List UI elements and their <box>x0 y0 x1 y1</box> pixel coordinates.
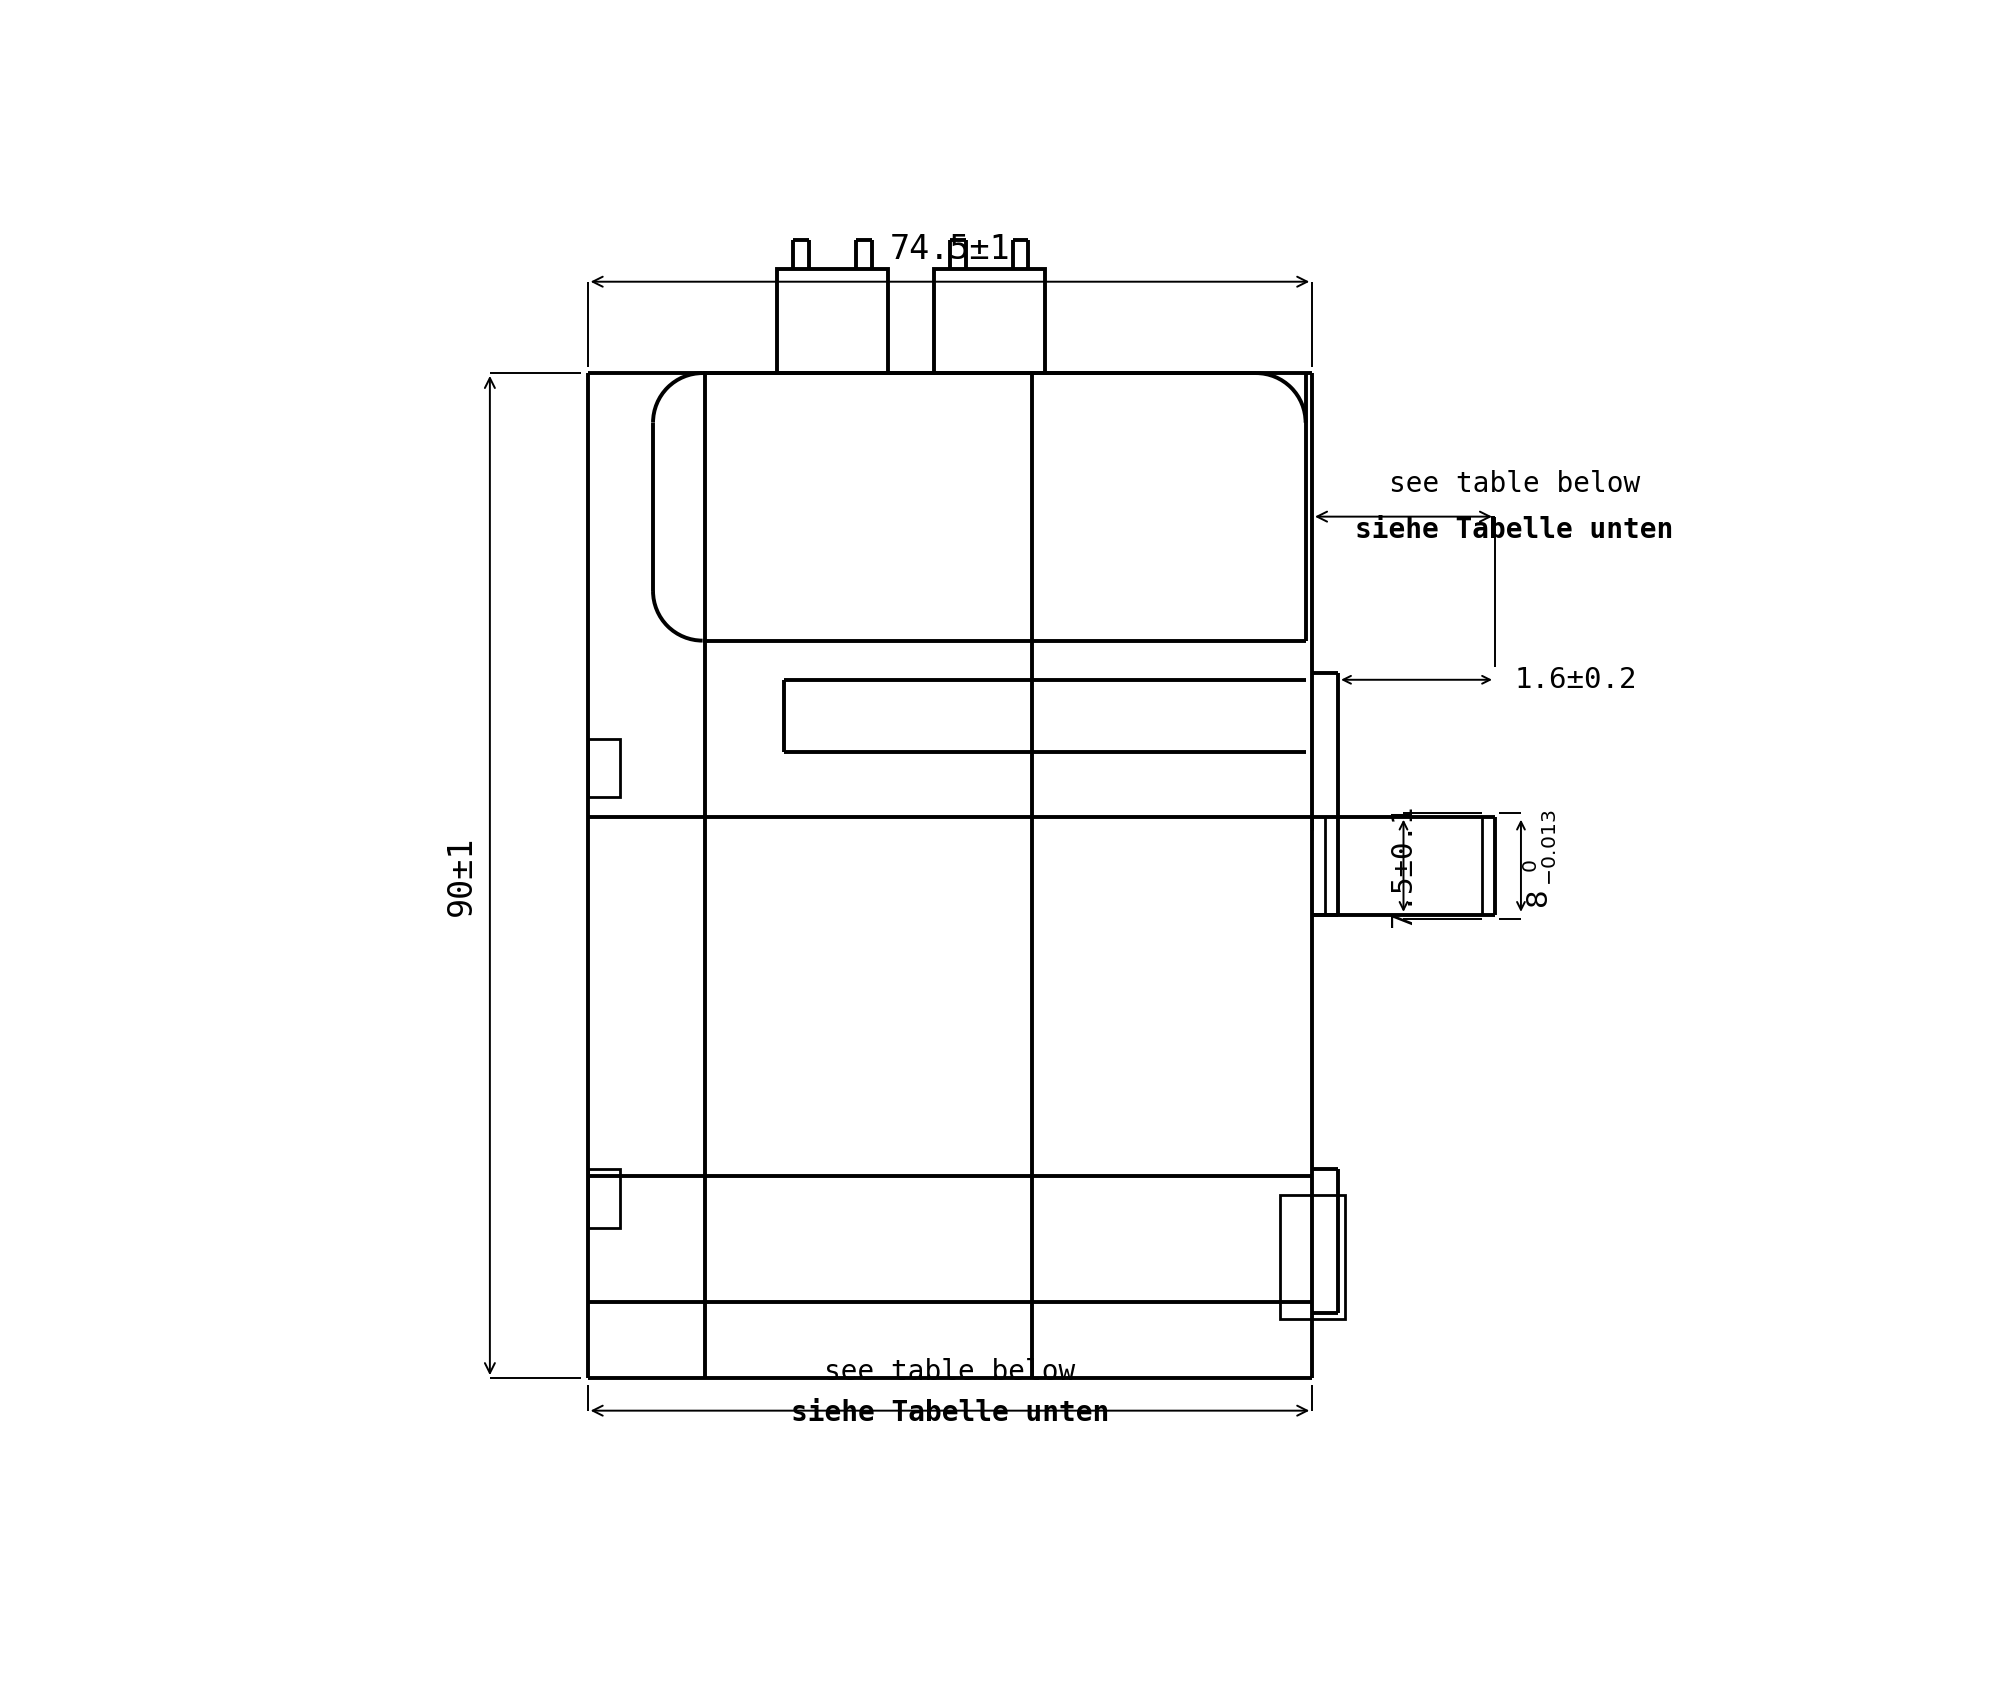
Bar <box>934 268 1044 373</box>
Text: see table below: see table below <box>824 1358 1076 1385</box>
Text: 90±1: 90±1 <box>444 836 478 915</box>
Text: 1.6±0.2: 1.6±0.2 <box>1514 666 1636 693</box>
Text: siehe Tabelle unten: siehe Tabelle unten <box>790 1400 1110 1427</box>
Bar <box>588 739 620 797</box>
Text: $8\,^{\ \ 0}_{-0.013}$: $8\,^{\ \ 0}_{-0.013}$ <box>1522 810 1560 909</box>
Text: siehe Tabelle unten: siehe Tabelle unten <box>1356 515 1674 544</box>
Bar <box>778 268 888 373</box>
Text: 74.5±1: 74.5±1 <box>890 232 1010 266</box>
Text: see table below: see table below <box>1388 470 1640 498</box>
Bar <box>588 1170 620 1227</box>
Bar <box>1280 1195 1344 1319</box>
Text: 7.5±0.1: 7.5±0.1 <box>1390 805 1418 927</box>
